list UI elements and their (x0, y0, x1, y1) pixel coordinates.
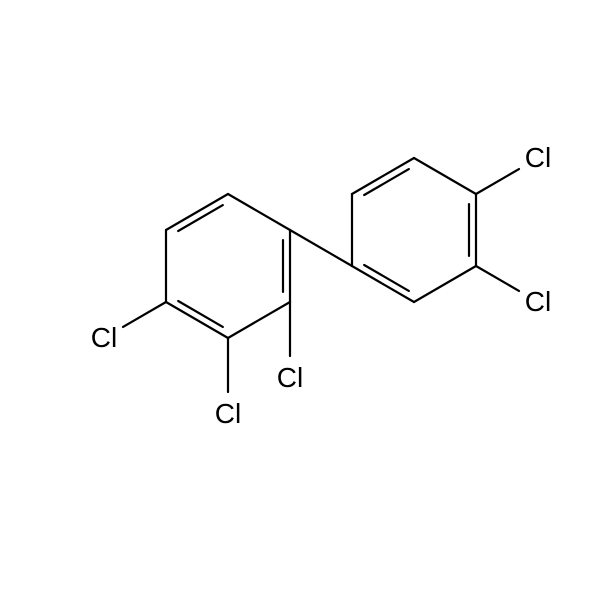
atom-label: Cl (91, 322, 117, 354)
atom-label: Cl (525, 142, 551, 174)
diagram-stage: Cl Cl Cl Cl Cl (0, 0, 600, 600)
bond-layer (0, 0, 600, 600)
atom-label: Cl (277, 362, 303, 394)
atom-label: Cl (215, 398, 241, 430)
atom-label: Cl (525, 286, 551, 318)
